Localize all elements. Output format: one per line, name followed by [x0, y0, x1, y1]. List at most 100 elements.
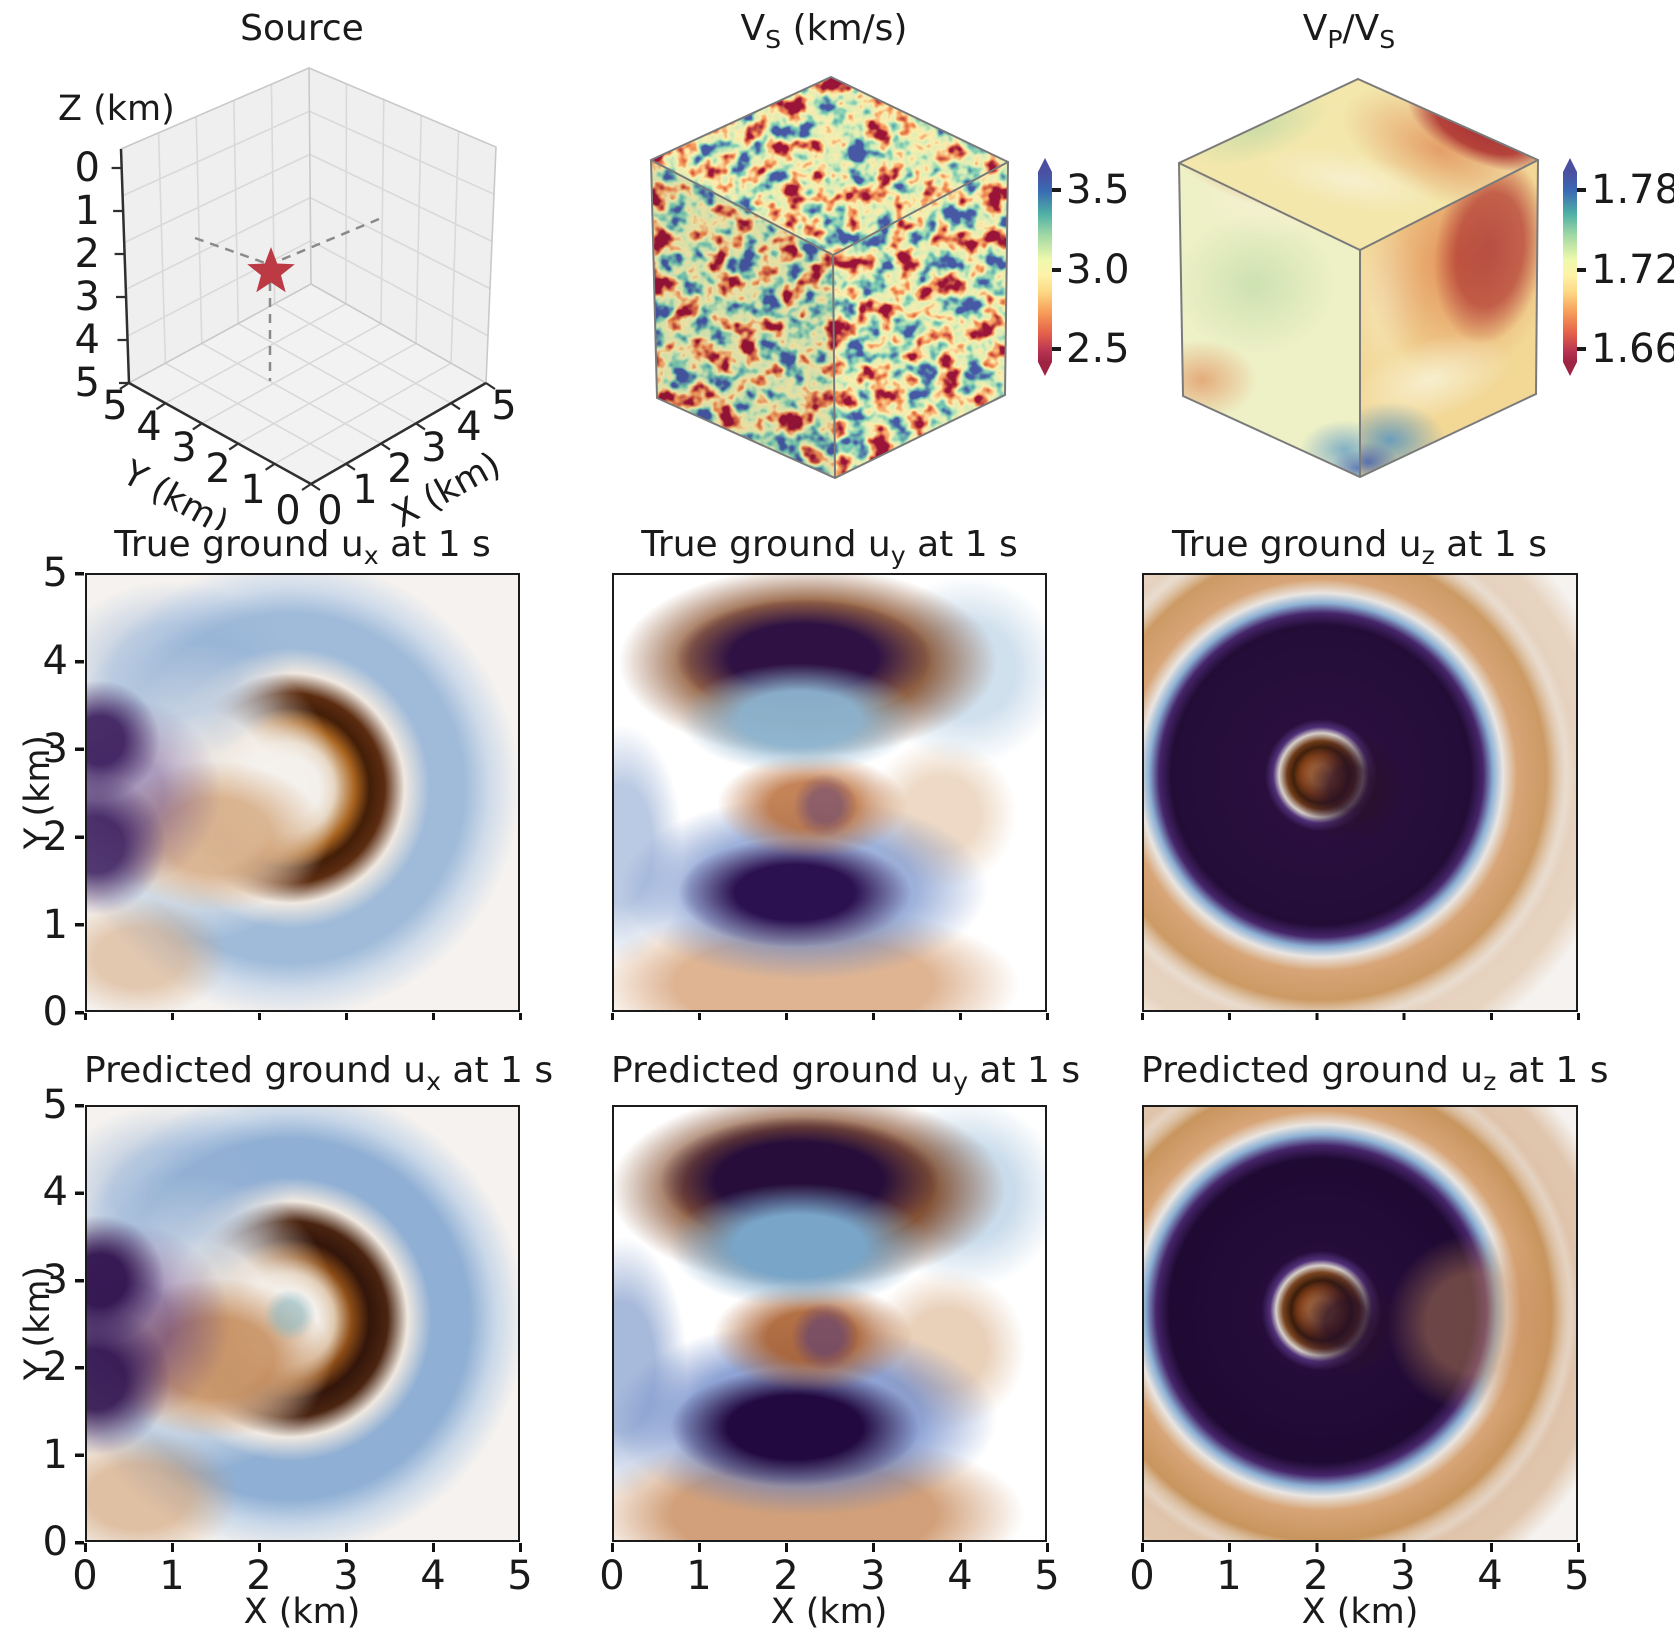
pred-uy-x-axis-ticks [611, 1543, 1051, 1552]
x-tick-labels-3d: 0 1 2 3 4 5 [317, 383, 516, 530]
vpvs-cube-edges [1177, 77, 1540, 479]
z-tick: 3 [75, 274, 100, 320]
x-tick-label: 5 [1034, 1553, 1060, 1599]
z-tick: 2 [75, 231, 100, 277]
x-tick-label: 2 [246, 1553, 272, 1599]
x-tick: 1 [352, 467, 377, 513]
vs-colorbar-bottom-arrow [1038, 362, 1052, 376]
y-tick-labels-3d: 5 4 3 2 1 0 [102, 383, 300, 530]
axes-panes [121, 68, 496, 484]
pred-y-axis-ticks [75, 1104, 84, 1546]
y-tick-label: 5 [42, 1082, 68, 1128]
source-title: Source [240, 8, 364, 49]
y-tick-label: 3 [42, 726, 68, 772]
title-subscript: y [953, 1067, 968, 1097]
z-tick: 5 [75, 360, 100, 406]
y-tick-label: 5 [42, 550, 68, 596]
x-tick-label: 5 [1564, 1553, 1590, 1599]
vpvs-colorbar-label: 1.78 [1591, 167, 1674, 213]
x-tick-label: 0 [72, 1553, 98, 1599]
title-subscript: x [426, 1067, 441, 1097]
vs-cube-edges [649, 75, 1010, 480]
vs-title-subscript: S [765, 25, 782, 55]
vpvs-colorbar-bottom-arrow [1563, 362, 1577, 376]
y-tick: 4 [136, 404, 161, 450]
vs-cube-plot [649, 75, 1010, 480]
pred-ux-title: Predicted ground ux at 1 s [84, 1050, 553, 1097]
vs-colorbar-label: 2.5 [1066, 326, 1130, 372]
y-tick-label: 1 [42, 1432, 68, 1478]
x-tick: 4 [456, 404, 481, 450]
pred-uy-heatmap [612, 1105, 1047, 1542]
true-ux-x-ticks [84, 1013, 524, 1020]
x-tick-label: 1 [159, 1553, 185, 1599]
title-suffix: at 1 s [967, 1050, 1081, 1091]
x-tick-label: 5 [507, 1553, 533, 1599]
y-tick-label: 0 [42, 989, 68, 1035]
x-tick-label: 1 [686, 1553, 712, 1599]
y-tick-label: 2 [42, 814, 68, 860]
pred-y-axis-label: Y (km) [18, 1265, 58, 1381]
vpvs-right-face [1360, 160, 1538, 477]
x-tick: 5 [491, 383, 516, 429]
vpvs-colorbar-tick [1577, 188, 1586, 192]
vs-colorbar-label: 3.5 [1066, 167, 1130, 213]
pred-ux-x-axis-label: X (km) [243, 1592, 361, 1632]
true-uy-title: True ground uy at 1 s [611, 524, 1048, 570]
y-tick: 5 [102, 383, 127, 429]
vs-title-base: V [740, 8, 766, 49]
x-tick: 2 [387, 446, 412, 492]
y-tick: 1 [240, 467, 265, 513]
z-tick: 4 [75, 317, 100, 363]
pred-uz-title: Predicted ground uz at 1 s [1141, 1050, 1608, 1096]
y-tick-label: 4 [42, 638, 68, 684]
title-suffix: at 1 s [440, 1050, 554, 1091]
z-axis-label: Z (km) [58, 89, 175, 129]
pred-uz-x-axis-label: X (km) [1301, 1592, 1419, 1632]
pred-ux-x-axis-ticks [84, 1543, 524, 1552]
true-uz-heatmap [1142, 573, 1578, 1012]
vpvs-colorbar-label: 1.66 [1591, 326, 1674, 372]
title-prefix: Predicted ground u [84, 1050, 427, 1091]
vs-title-units: (km/s) [781, 8, 908, 49]
x-tick-label: 1 [1216, 1553, 1242, 1599]
true-uz-x-ticks [1141, 1013, 1581, 1020]
pred-uy-x-axis-label: X (km) [770, 1592, 888, 1632]
pred-uz-heatmap [1142, 1105, 1578, 1542]
vs-title: VS (km/s) [624, 8, 1024, 54]
title-prefix: True ground u [114, 524, 364, 565]
y-tick: 2 [205, 446, 230, 492]
vpvs-title-sub1: P [1327, 25, 1343, 55]
y-tick-label: 1 [42, 902, 68, 948]
x-tick: 3 [421, 425, 446, 471]
title-subscript: y [890, 541, 906, 571]
vs-colorbar-label: 3.0 [1066, 247, 1130, 293]
true-y-axis-ticks [75, 572, 84, 1015]
title-prefix: True ground u [641, 524, 891, 565]
vpvs-title-v1: V [1302, 8, 1328, 49]
grid-lines [120, 66, 497, 465]
z-tick: 1 [75, 188, 100, 234]
z-tick-labels: 0 1 2 3 4 5 [75, 145, 100, 406]
title-suffix: at 1 s [905, 524, 1018, 565]
x-tick-label: 4 [947, 1553, 973, 1599]
x-tick-label: 2 [773, 1553, 799, 1599]
x-tick-label: 4 [420, 1553, 446, 1599]
y-tick-label: 0 [42, 1519, 68, 1565]
x-tick-label: 2 [1303, 1553, 1329, 1599]
vpvs-title: VP/VS [1149, 8, 1549, 54]
tick-marks [111, 166, 496, 491]
x-tick: 0 [317, 488, 342, 530]
y-tick: 0 [275, 488, 300, 530]
x-tick-label: 3 [1390, 1553, 1416, 1599]
x-tick-label: 4 [1477, 1553, 1503, 1599]
y-tick-label: 2 [42, 1344, 68, 1390]
pred-uy-title: Predicted ground uy at 1 s [611, 1050, 1080, 1097]
x-tick-label: 0 [599, 1553, 625, 1599]
true-uy-x-ticks [611, 1013, 1051, 1020]
vs-colorbar-gradient [1038, 172, 1052, 362]
y-tick-label: 3 [42, 1257, 68, 1303]
vpvs-colorbar-gradient [1563, 172, 1577, 362]
axis-spines [119, 148, 487, 486]
